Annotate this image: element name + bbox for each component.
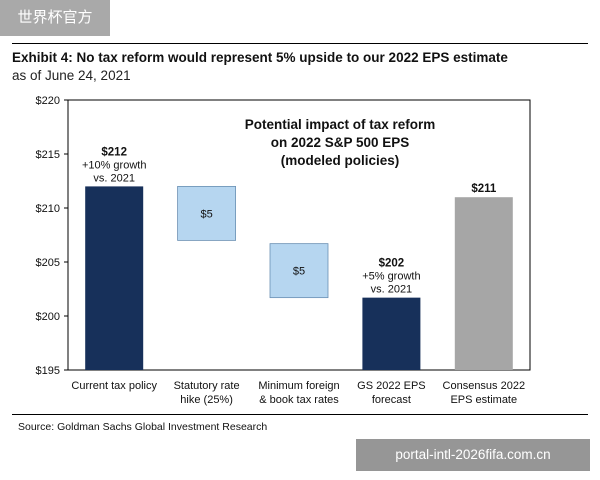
bar-5 (454, 197, 513, 370)
x-category-label: & book tax rates (259, 394, 339, 406)
source-note: Source: Goldman Sachs Global Investment … (18, 421, 268, 433)
x-category-label: Consensus 2022 (443, 380, 526, 392)
exhibit-title: Exhibit 4: No tax reform would represent… (12, 50, 508, 65)
y-tick-label: $220 (36, 95, 60, 107)
x-category-label: Current tax policy (71, 380, 157, 392)
bar-annotation-label: +10% growth (82, 159, 147, 171)
bar-3 (269, 243, 329, 299)
bar-value-label: $212 (101, 146, 127, 158)
plot-frame (67, 99, 531, 371)
bar-1 (85, 186, 144, 370)
exhibit-subtitle: as of June 24, 2021 (12, 68, 131, 83)
chart-title-line: on 2022 S&P 500 EPS (271, 135, 410, 150)
top-rule (12, 43, 588, 44)
y-tick-label: $210 (36, 203, 60, 215)
watermark-bottom: portal-intl-2026fifa.com.cn (356, 439, 590, 471)
bar-value-label: $5 (200, 208, 212, 220)
chart-title-line: (modeled policies) (281, 153, 400, 168)
x-category-label: hike (25%) (180, 394, 233, 406)
bar-4 (362, 297, 421, 370)
x-category-label: Minimum foreign (258, 380, 339, 392)
y-tick-label: $195 (36, 365, 60, 377)
x-category-label: forecast (372, 394, 411, 406)
bar-2 (177, 185, 237, 241)
bar-annotation-label: vs. 2021 (93, 172, 135, 184)
y-tick-label: $200 (36, 311, 60, 323)
chart-title-line: Potential impact of tax reform (245, 117, 436, 132)
y-tick-label: $205 (36, 257, 60, 269)
x-category-label: GS 2022 EPS (357, 380, 426, 392)
bar-annotation-label: vs. 2021 (371, 284, 413, 296)
bottom-rule (12, 414, 588, 415)
bar-annotation-label: +5% growth (362, 271, 420, 283)
bar-value-label: $202 (379, 258, 405, 270)
x-category-label: Statutory rate (174, 380, 240, 392)
y-tick-label: $215 (36, 149, 60, 161)
bar-value-label: $5 (293, 266, 305, 278)
watermark-top: 世界杯官方 (0, 0, 110, 36)
x-category-label: EPS estimate (450, 394, 517, 406)
bar-value-label: $211 (471, 183, 497, 195)
